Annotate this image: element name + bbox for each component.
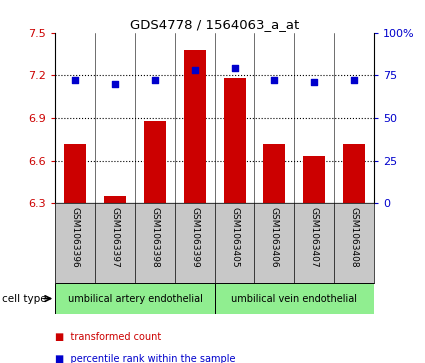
Point: [112, 81, 119, 87]
Bar: [64, 143, 86, 203]
Text: GSM1063398: GSM1063398: [150, 207, 159, 268]
Text: GSM1063396: GSM1063396: [71, 207, 79, 268]
Text: ■  transformed count: ■ transformed count: [55, 332, 162, 342]
Text: cell type: cell type: [2, 294, 47, 303]
Bar: [144, 121, 166, 203]
Point: [231, 66, 238, 72]
Text: ■  percentile rank within the sample: ■ percentile rank within the sample: [55, 354, 236, 363]
Bar: [343, 143, 365, 203]
Point: [191, 67, 198, 73]
Bar: [224, 78, 246, 203]
Text: umbilical artery endothelial: umbilical artery endothelial: [68, 294, 202, 303]
Title: GDS4778 / 1564063_a_at: GDS4778 / 1564063_a_at: [130, 19, 299, 32]
Bar: [104, 196, 126, 203]
Text: GSM1063407: GSM1063407: [310, 207, 319, 268]
Bar: [55, 283, 215, 314]
Point: [351, 78, 357, 83]
Bar: [215, 283, 374, 314]
Point: [271, 78, 278, 83]
Point: [311, 79, 317, 85]
Text: umbilical vein endothelial: umbilical vein endothelial: [231, 294, 357, 303]
Text: GSM1063408: GSM1063408: [350, 207, 359, 268]
Bar: [303, 156, 325, 203]
Text: GSM1063406: GSM1063406: [270, 207, 279, 268]
Text: GSM1063399: GSM1063399: [190, 207, 199, 268]
Point: [72, 78, 79, 83]
Text: GSM1063397: GSM1063397: [110, 207, 119, 268]
Bar: [184, 50, 206, 203]
Bar: [264, 143, 285, 203]
Text: GSM1063405: GSM1063405: [230, 207, 239, 268]
Point: [151, 78, 158, 83]
